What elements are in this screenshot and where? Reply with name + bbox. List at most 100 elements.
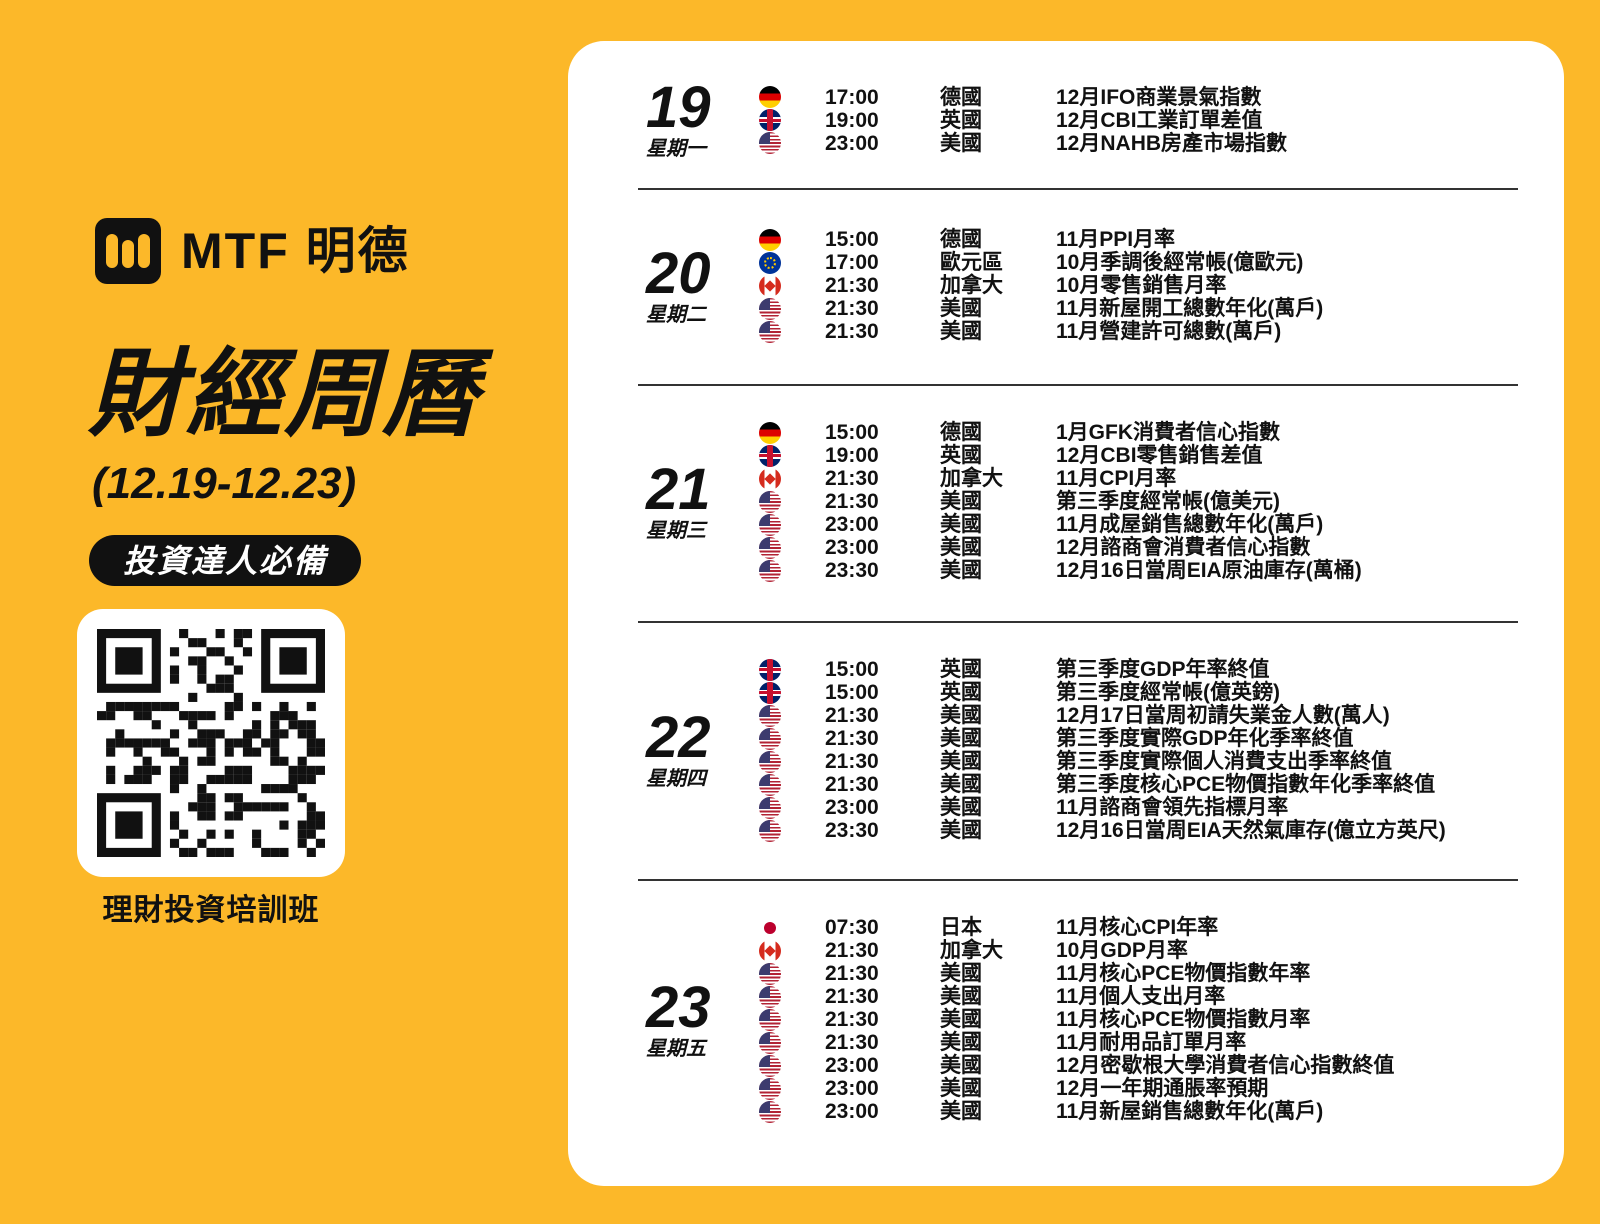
event-time: 23:30 xyxy=(825,819,879,842)
day-section: 23 星期五 07:30 日本 11月核心CPI年率 21:30 加拿大 10月GDP月率 21… xyxy=(568,916,1564,1123)
event-name: 第三季度實際GDP年化季率終值 xyxy=(1056,727,1354,750)
divider xyxy=(638,188,1518,190)
event-name: 11月PPI月率 xyxy=(1056,228,1176,251)
us-flag-icon xyxy=(759,513,781,536)
event-row: 21:30 美國 第三季度實際GDP年化季率終值 xyxy=(738,727,1446,750)
day-number: 21 xyxy=(646,456,711,522)
event-name: 10月零售銷售月率 xyxy=(1056,274,1227,297)
uk-flag-icon xyxy=(759,658,781,681)
qr-caption: 理財投資培訓班 xyxy=(102,894,320,927)
day-section: 22 星期四 15:00 英國 第三季度GDP年率終值 15:00 英國 第三季度經常帳(億英… xyxy=(568,658,1564,842)
us-flag-icon xyxy=(759,819,781,842)
event-country: 美國 xyxy=(940,796,982,819)
qr-code[interactable] xyxy=(77,609,345,877)
event-name: 11月營建許可總數(萬戶) xyxy=(1056,320,1282,343)
event-time: 21:30 xyxy=(825,985,879,1008)
event-time: 23:00 xyxy=(825,1077,879,1100)
event-name: 12月16日當周EIA原油庫存(萬桶) xyxy=(1056,559,1362,582)
germany-flag-icon xyxy=(759,86,781,108)
us-flag-icon xyxy=(759,297,781,320)
event-row: 17:00 德國 12月IFO商業景氣指數 xyxy=(738,86,1287,109)
event-row: 21:30 美國 12月17日當周初請失業金人數(萬人) xyxy=(738,704,1446,727)
event-time: 23:00 xyxy=(825,536,879,559)
event-row: 21:30 美國 11月個人支出月率 xyxy=(738,985,1394,1008)
weekday: 星期三 xyxy=(646,519,706,542)
day-number: 20 xyxy=(646,240,711,306)
us-flag-icon xyxy=(759,796,781,819)
day-label: 23 星期五 xyxy=(568,978,738,1061)
event-time: 15:00 xyxy=(825,228,879,251)
us-flag-icon xyxy=(759,962,781,985)
event-name: 第三季度GDP年率終值 xyxy=(1056,658,1270,681)
event-country: 美國 xyxy=(940,320,982,343)
canada-flag-icon xyxy=(759,467,781,490)
event-row: 21:30 美國 11月新屋開工總數年化(萬戶) xyxy=(738,297,1323,320)
event-name: 11月新屋開工總數年化(萬戶) xyxy=(1056,297,1324,320)
event-country: 美國 xyxy=(940,1077,982,1100)
event-name: 12月諮商會消費者信心指數 xyxy=(1056,536,1311,559)
event-name: 10月GDP月率 xyxy=(1056,939,1188,962)
us-flag-icon xyxy=(759,773,781,796)
day-number: 19 xyxy=(646,75,711,140)
event-name: 12月一年期通脹率預期 xyxy=(1056,1077,1269,1100)
event-row: 21:30 美國 第三季度經常帳(億美元) xyxy=(738,490,1362,513)
event-row: 17:00 歐元區 10月季調後經常帳(億歐元) xyxy=(738,251,1323,274)
event-row: 23:30 美國 12月16日當周EIA天然氣庫存(億立方英尺) xyxy=(738,819,1446,842)
day-label: 22 星期四 xyxy=(568,709,738,791)
us-flag-icon xyxy=(759,132,781,154)
page-title: 財經周曆 xyxy=(88,341,480,448)
event-country: 加拿大 xyxy=(940,939,1003,962)
event-name: 12月16日當周EIA天然氣庫存(億立方英尺) xyxy=(1056,819,1446,842)
event-time: 21:30 xyxy=(825,1008,879,1031)
event-time: 15:00 xyxy=(825,681,879,704)
event-row: 15:00 德國 1月GFK消費者信心指數 xyxy=(738,421,1362,444)
event-name: 11月新屋銷售總數年化(萬戶) xyxy=(1056,1100,1324,1123)
event-row: 23:00 美國 12月密歇根大學消費者信心指數終值 xyxy=(738,1054,1394,1077)
event-name: 11月核心PCE物價指數月率 xyxy=(1056,1008,1311,1031)
event-name: 第三季度實際個人消費支出季率終值 xyxy=(1056,750,1392,773)
japan-flag-icon xyxy=(759,916,781,939)
event-name: 12月IFO商業景氣指數 xyxy=(1056,85,1262,109)
us-flag-icon xyxy=(759,559,781,582)
event-name: 11月CPI月率 xyxy=(1056,467,1177,490)
event-time: 17:00 xyxy=(825,85,879,109)
event-row: 15:00 德國 11月PPI月率 xyxy=(738,228,1323,251)
day-section: 20 星期二 15:00 德國 11月PPI月率 17:00 歐元區 10月季調後經常帳(億歐… xyxy=(568,228,1564,343)
us-flag-icon xyxy=(759,1100,781,1123)
event-country: 德國 xyxy=(940,228,982,251)
event-name: 11月核心CPI年率 xyxy=(1056,916,1219,939)
event-country: 美國 xyxy=(940,131,982,155)
event-time: 15:00 xyxy=(825,421,879,444)
weekday: 星期五 xyxy=(646,1037,706,1060)
event-country: 德國 xyxy=(940,85,982,109)
event-time: 21:30 xyxy=(825,704,879,727)
event-row: 21:30 加拿大 11月CPI月率 xyxy=(738,467,1362,490)
event-row: 19:00 英國 12月CBI零售銷售差值 xyxy=(738,444,1362,467)
tagline-badge: 投資達人必備 xyxy=(89,535,361,586)
event-row: 21:30 美國 11月核心PCE物價指數月率 xyxy=(738,1008,1394,1031)
event-country: 美國 xyxy=(940,985,982,1008)
event-time: 19:00 xyxy=(825,108,879,132)
event-country: 美國 xyxy=(940,1100,982,1123)
event-row: 15:00 英國 第三季度經常帳(億英鎊) xyxy=(738,681,1446,704)
event-row: 21:30 美國 11月核心PCE物價指數年率 xyxy=(738,962,1394,985)
day-label: 20 星期二 xyxy=(568,240,738,327)
event-row: 19:00 英國 12月CBI工業訂單差值 xyxy=(738,109,1287,132)
day-section: 21 星期三 15:00 德國 1月GFK消費者信心指數 19:00 英國 12月CBI零售銷… xyxy=(568,421,1564,582)
event-country: 美國 xyxy=(940,750,982,773)
event-time: 07:30 xyxy=(825,916,879,939)
event-country: 美國 xyxy=(940,819,982,842)
event-country: 加拿大 xyxy=(940,274,1003,297)
event-country: 歐元區 xyxy=(940,251,1003,274)
event-row: 23:00 美國 11月成屋銷售總數年化(萬戶) xyxy=(738,513,1362,536)
event-row: 21:30 美國 第三季度實際個人消費支出季率終值 xyxy=(738,750,1446,773)
event-name: 12月CBI工業訂單差值 xyxy=(1056,108,1263,132)
event-row: 15:00 英國 第三季度GDP年率終值 xyxy=(738,658,1446,681)
us-flag-icon xyxy=(759,490,781,513)
event-row: 21:30 美國 11月營建許可總數(萬戶) xyxy=(738,320,1323,343)
event-name: 1月GFK消費者信心指數 xyxy=(1056,421,1281,444)
uk-flag-icon xyxy=(759,444,781,467)
event-time: 21:30 xyxy=(825,939,879,962)
us-flag-icon xyxy=(759,727,781,750)
event-name: 第三季度經常帳(億美元) xyxy=(1056,490,1280,513)
